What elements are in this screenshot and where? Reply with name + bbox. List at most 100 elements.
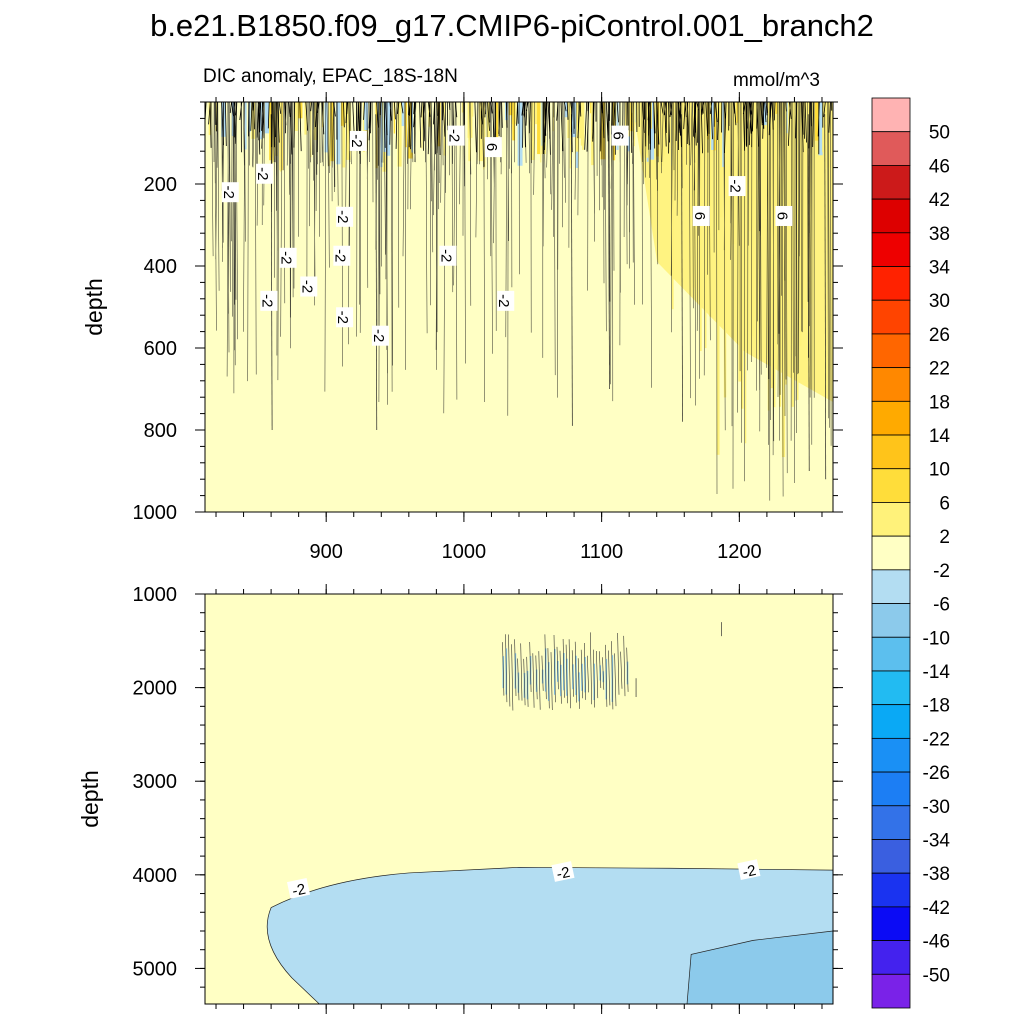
lower-contour-label-text: -2 (741, 862, 758, 881)
lower-contour-label-text: -2 (555, 864, 572, 883)
upper-contour-label-box (692, 205, 710, 226)
upper-contour-label: -2 (334, 206, 354, 227)
surface-anomaly-streak (244, 102, 247, 150)
colorbar-swatch (871, 603, 911, 638)
upper-y-tick-label: 400 (144, 256, 177, 278)
surface-anomaly-streak (814, 102, 819, 141)
positive-anomaly-streak (807, 102, 811, 282)
upper-contour-label-box (333, 245, 351, 266)
surface-anomaly-streak (208, 102, 212, 136)
positive-anomaly-streak (770, 102, 774, 389)
lower-contour-label-box (551, 861, 575, 882)
upper-contour-label: -2 (334, 307, 354, 328)
surface-anomaly-streak (721, 102, 725, 168)
positive-anomaly-streak (732, 102, 736, 245)
surface-anomaly-streak (437, 102, 441, 147)
surface-anomaly-streak (575, 102, 580, 152)
surface-anomaly-streak (313, 102, 318, 141)
lower-contour-label: -2 (737, 859, 761, 881)
surface-anomaly-streak (342, 102, 346, 168)
colorbar-swatch (871, 670, 911, 706)
surface-anomaly-streak (405, 102, 407, 148)
upper-contour-label-box (728, 176, 746, 197)
colorbar-label: 2 (939, 527, 950, 548)
upper-contour-label-text: -2 (348, 134, 365, 147)
colorbar-swatch (871, 434, 911, 470)
upper-contour-label-box (775, 205, 793, 226)
colorbar-label: -34 (923, 830, 951, 851)
surface-anomaly-streak (530, 102, 535, 161)
surface-anomaly-streak (656, 102, 659, 157)
positive-anomaly-streak (709, 102, 712, 317)
surface-anomaly-streak (582, 102, 584, 150)
upper-contour-label-text: 6 (773, 212, 790, 220)
surface-anomaly-streak (537, 102, 541, 155)
surface-anomaly-streak (324, 102, 328, 153)
positive-anomaly-streak (660, 102, 664, 167)
lower-contour-label: -2 (286, 877, 311, 900)
upper-contour-label-text: -2 (258, 294, 275, 307)
surface-anomaly-streak (818, 102, 823, 156)
upper-x-tick-label: 1200 (717, 541, 762, 563)
surface-anomaly-streak (495, 102, 499, 154)
colorbar-label: -6 (933, 595, 950, 616)
colorbar-label: 42 (929, 190, 950, 211)
surface-anomaly-streak (304, 102, 307, 135)
isolated-contour-spike (681, 114, 683, 422)
surface-anomaly-streak (709, 102, 714, 150)
lower-y-tick-label: 3000 (133, 771, 178, 793)
upper-contour-label: -2 (258, 290, 278, 311)
upper-contour-label-box (221, 182, 239, 203)
positive-anomaly-streak (791, 102, 794, 407)
upper-axes: 900 1000 1100 1200 200 400 600 800 1000 (133, 92, 843, 563)
upper-contour-label-text: 6 (483, 143, 500, 151)
colorbar-label: 22 (929, 359, 950, 380)
positive-anomaly-streak (699, 102, 702, 223)
surface-anomaly-streak (508, 102, 514, 116)
surface-anomaly-streak (328, 102, 331, 166)
colorbar-swatch (871, 569, 911, 604)
surface-anomaly-streak (564, 102, 569, 118)
positive-anomaly-streak (741, 102, 744, 409)
colorbar-label: -10 (923, 628, 950, 649)
upper-contour-label-box (349, 130, 367, 151)
surface-anomaly-streak (363, 102, 365, 153)
surface-anomaly-streak (264, 102, 270, 134)
upper-contour-label-text: -2 (298, 280, 315, 293)
upper-contour-label: -2 (254, 163, 274, 184)
colorbar-swatch (871, 502, 911, 537)
colorbar-label: -46 (923, 932, 950, 953)
upper-contour-label-box (447, 125, 465, 146)
colorbar-label: 26 (929, 325, 950, 346)
upper-contour-label-box (497, 290, 515, 311)
surface-anomaly-streak (633, 102, 635, 147)
upper-contour-label-text: -2 (437, 249, 454, 262)
colorbar-label: 14 (929, 426, 951, 447)
surface-anomaly-streak (336, 102, 341, 165)
surface-anomaly-streak (380, 102, 383, 168)
lower-contour-label: -2 (551, 861, 575, 883)
colorbar-label: 30 (929, 291, 950, 312)
surface-anomaly-streak (600, 102, 606, 160)
upper-contour-label: -2 (727, 176, 746, 197)
colorbar-label: -14 (923, 662, 951, 683)
surface-anomaly-streak (484, 102, 486, 168)
colorbar: 50 46 42 38 34 30 26 22 18 14 10 6 2 -2 -6 -10 -14 -18 -22… (871, 97, 951, 1009)
colorbar-swatch (871, 771, 911, 807)
upper-contour-label-text: 6 (691, 212, 708, 220)
upper-contour-labels: -2 -2 -2 -2 6 6 -2 6 6 -2 -2 -2 -2 -2 -2 -2 -2 -2 (220, 125, 793, 346)
colorbar-swatch (871, 400, 911, 436)
colorbar-swatch (871, 131, 911, 166)
colorbar-label: -2 (933, 561, 950, 582)
colorbar-swatch (871, 704, 911, 739)
colorbar-swatch (871, 299, 911, 335)
positive-anomaly-streak (751, 102, 754, 337)
surface-anomaly-streak (393, 102, 396, 134)
surface-anomaly-streak (670, 102, 672, 148)
colorbar-swatch (871, 636, 911, 672)
colorbar-swatch (871, 97, 911, 133)
colorbar-label: 18 (929, 392, 950, 413)
lower-axes: 1000 2000 3000 4000 5000 (133, 584, 843, 1014)
upper-y-tick-label: 200 (144, 174, 177, 196)
upper-contour-label-box (260, 290, 278, 311)
